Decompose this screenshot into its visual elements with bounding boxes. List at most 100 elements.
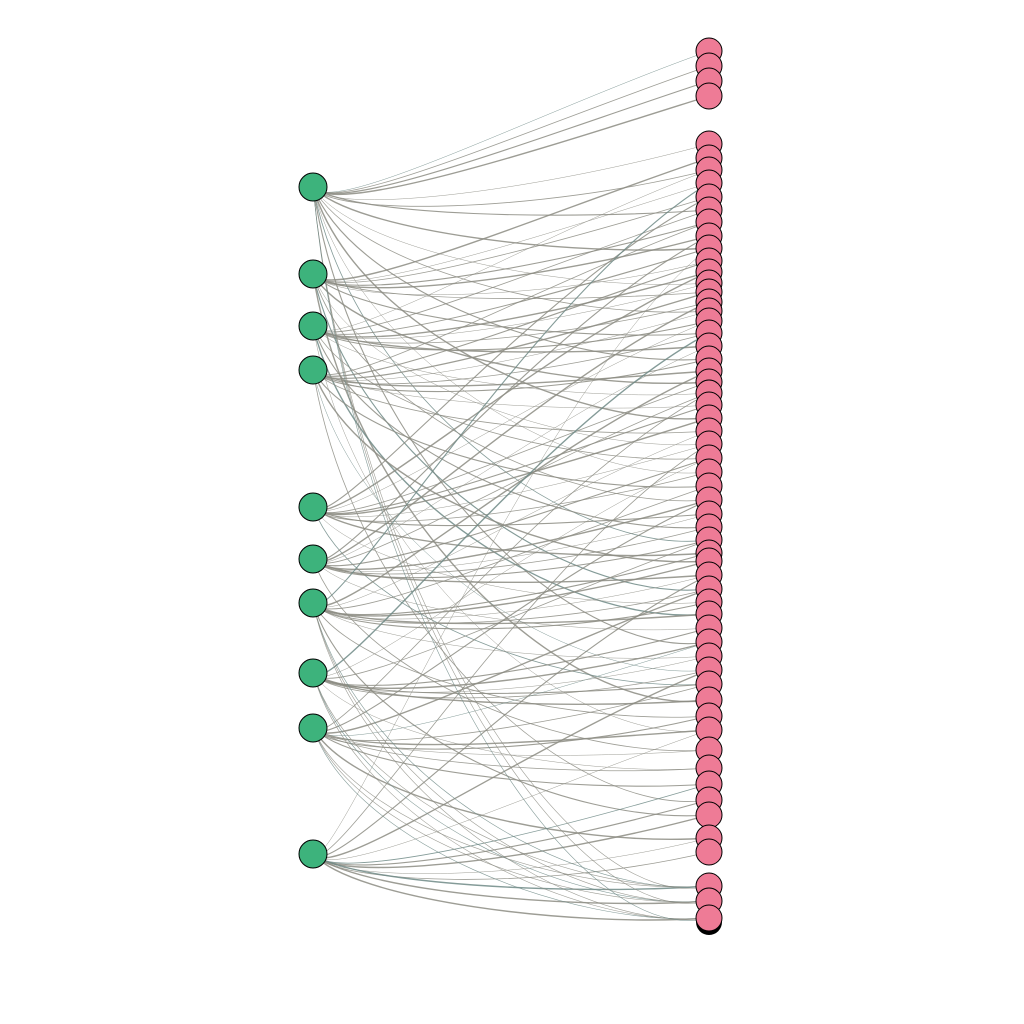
edge [312, 641, 710, 689]
edge [312, 727, 710, 840]
edge [312, 853, 710, 905]
edge [312, 392, 710, 731]
edge [312, 672, 710, 888]
left-node [298, 839, 328, 869]
edge [312, 853, 710, 921]
edge [312, 221, 710, 376]
edge [312, 358, 710, 393]
edge [312, 672, 710, 705]
edge [312, 430, 710, 608]
edge [312, 499, 710, 732]
edge [312, 655, 710, 693]
edge [312, 727, 710, 772]
edge [312, 727, 710, 756]
edge [312, 443, 710, 857]
edge [312, 506, 710, 557]
edge [312, 186, 710, 645]
edge [312, 526, 710, 575]
edge [312, 471, 710, 522]
edge [312, 727, 710, 888]
edge [312, 325, 710, 529]
edge [312, 325, 710, 460]
edge [312, 560, 710, 617]
edge [312, 273, 710, 336]
edge [312, 602, 710, 903]
left-node [298, 588, 328, 618]
left-node [298, 355, 328, 385]
edge [312, 672, 710, 770]
edge [312, 301, 710, 563]
edge [312, 602, 710, 920]
edge [312, 95, 710, 196]
edge [312, 672, 710, 903]
edge [312, 273, 710, 502]
edge [312, 273, 710, 446]
edge [312, 320, 710, 512]
edge [312, 369, 710, 563]
edge [312, 235, 710, 289]
edge [312, 369, 710, 409]
edge [312, 574, 710, 620]
edge [312, 588, 710, 734]
left-node [298, 259, 328, 289]
right-node [695, 904, 723, 932]
left-nodes-layer [298, 172, 328, 869]
edge [312, 369, 710, 672]
right-nodes-layer [695, 37, 723, 935]
edge [312, 370, 710, 607]
edge [312, 602, 710, 888]
edge [312, 485, 710, 610]
edge [312, 80, 710, 195]
edge [312, 369, 710, 434]
left-node [298, 544, 328, 574]
edge [312, 729, 710, 860]
edge [312, 209, 710, 333]
left-node [298, 658, 328, 688]
edge [312, 260, 710, 377]
edge [312, 196, 710, 283]
left-node [298, 713, 328, 743]
edge [312, 727, 710, 920]
edge [312, 783, 710, 864]
edge [312, 157, 710, 281]
edge [312, 602, 710, 817]
edge [312, 672, 710, 695]
edge [312, 169, 710, 331]
edge [312, 672, 710, 920]
edge [312, 602, 710, 659]
right-node [695, 801, 723, 829]
edge [312, 539, 710, 679]
edge [312, 301, 710, 344]
edge [312, 506, 710, 686]
right-node [695, 82, 723, 110]
edge [312, 196, 710, 510]
edge [312, 273, 710, 300]
edge [312, 325, 710, 353]
edge [312, 186, 710, 474]
edge [312, 727, 710, 746]
edge [312, 727, 710, 903]
edge [312, 186, 710, 361]
edge [312, 602, 710, 625]
edge [312, 186, 710, 251]
edge [312, 558, 710, 584]
right-node [695, 838, 723, 866]
edge [312, 457, 710, 567]
edge [312, 65, 710, 194]
left-node [298, 311, 328, 341]
edge [312, 457, 710, 677]
left-node [298, 492, 328, 522]
edge [312, 574, 710, 857]
edge [312, 417, 710, 516]
edge [312, 260, 710, 295]
edge [312, 602, 710, 718]
edge [312, 506, 710, 527]
edge [312, 325, 710, 616]
edge [312, 727, 710, 787]
edge [312, 186, 710, 313]
edge [312, 221, 710, 286]
edge [312, 182, 710, 606]
edge [312, 332, 710, 385]
